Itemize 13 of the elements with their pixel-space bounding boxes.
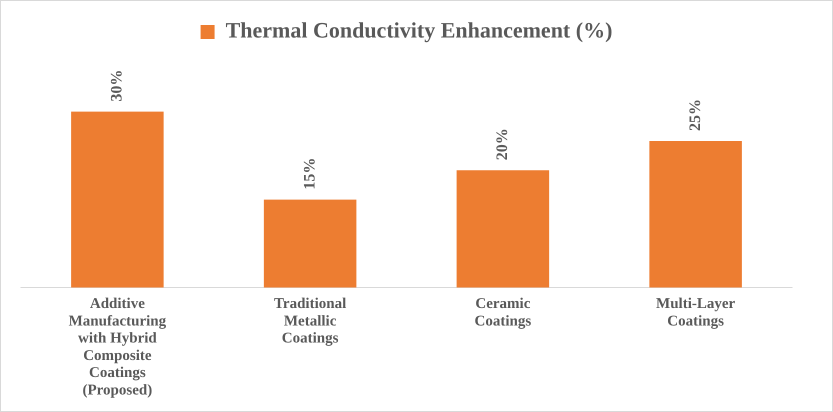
x-tick-label: Ceramic Coatings xyxy=(474,296,532,330)
data-label: 25% xyxy=(686,98,704,131)
x-tick-label: Multi-Layer Coatings xyxy=(656,296,736,330)
data-label: 20% xyxy=(494,128,512,160)
data-label: 15% xyxy=(301,158,318,190)
data-label: 30% xyxy=(108,70,126,102)
bar xyxy=(71,112,164,288)
x-tick-label: Additive Manufacturing with Hybrid Composite Coatings (Proposed) xyxy=(68,296,167,398)
x-tick-label: Traditional Metallic Coatings xyxy=(274,296,346,346)
bar xyxy=(456,170,550,288)
legend-label: Thermal Conductivity Enhancement (%) xyxy=(226,18,612,43)
bar xyxy=(649,140,742,288)
bar xyxy=(264,200,356,288)
